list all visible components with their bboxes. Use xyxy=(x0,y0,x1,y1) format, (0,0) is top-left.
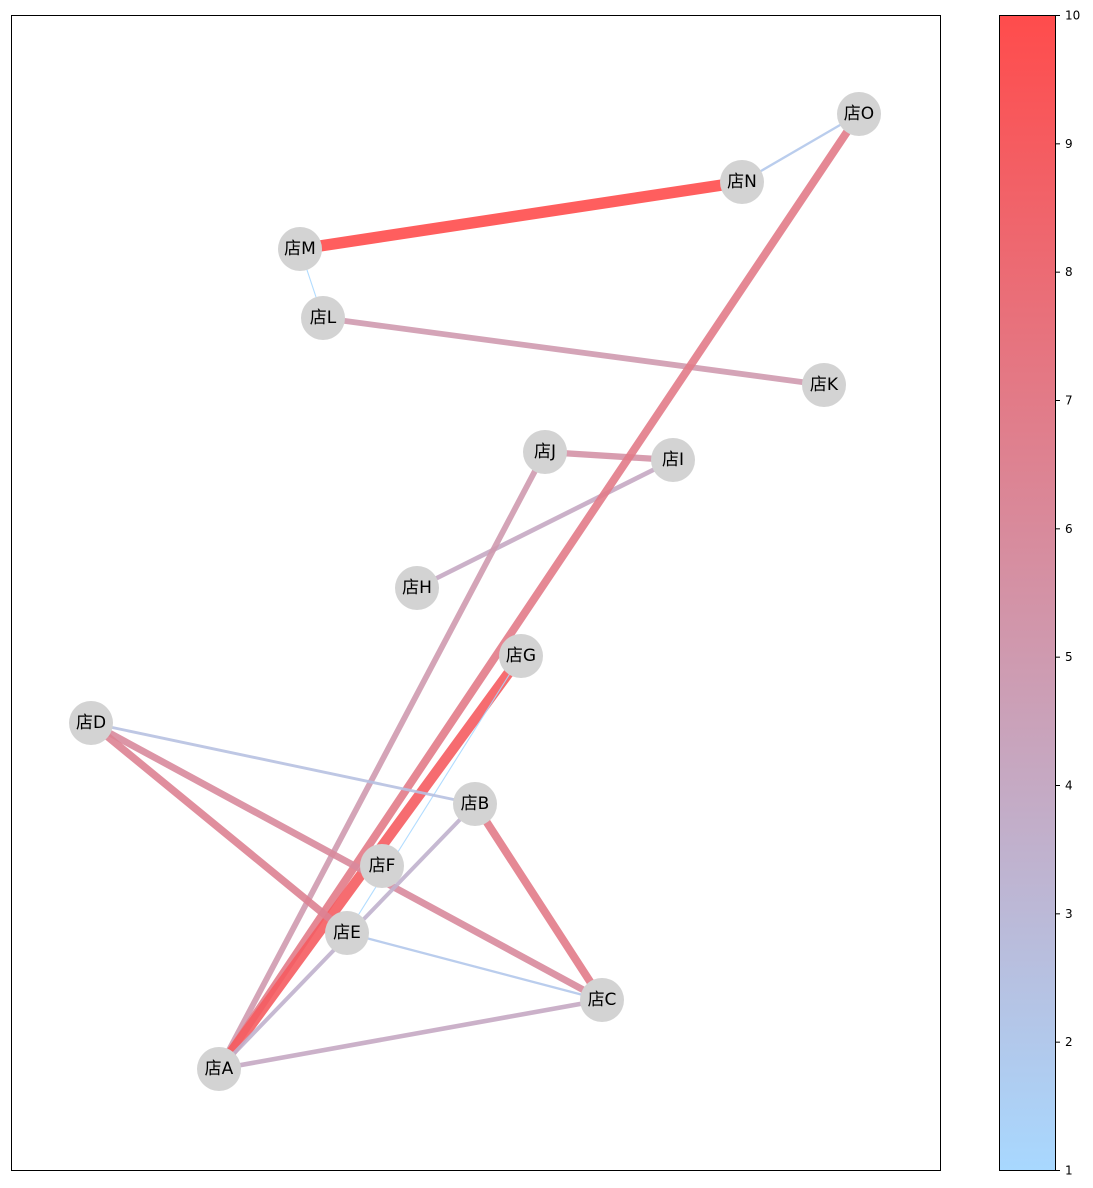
node: 店M xyxy=(278,227,322,271)
edge-店E-店C xyxy=(346,931,603,1002)
node: 店E xyxy=(325,911,369,955)
node-circle xyxy=(69,701,113,745)
node-circle xyxy=(651,438,695,482)
node: 店H xyxy=(395,566,439,610)
node-circle xyxy=(580,978,624,1022)
node-label: 店O xyxy=(844,104,874,124)
edge-店J-店A xyxy=(216,450,548,1071)
edge-店A-店C xyxy=(218,997,603,1072)
node-circle xyxy=(837,92,881,136)
colorbar-tick-label: 9 xyxy=(1065,137,1073,151)
node-circle xyxy=(278,227,322,271)
edge-店N-店O xyxy=(741,113,860,183)
node-label: 店J xyxy=(534,442,556,462)
node-label: 店E xyxy=(333,923,361,943)
edge-店I-店H xyxy=(415,457,675,591)
node-label: 店N xyxy=(727,172,757,192)
node: 店B xyxy=(453,782,497,826)
node-label: 店F xyxy=(369,856,396,876)
node-label: 店I xyxy=(662,450,684,470)
colorbar-tick-label: 1 xyxy=(1065,1164,1073,1178)
colorbar-tick-label: 7 xyxy=(1065,394,1073,408)
node-circle xyxy=(802,363,846,407)
node-label: 店A xyxy=(205,1059,234,1079)
node: 店L xyxy=(301,296,345,340)
node-circle xyxy=(197,1047,241,1091)
node-circle xyxy=(325,911,369,955)
edge-店M-店N xyxy=(299,176,743,255)
node: 店D xyxy=(69,701,113,745)
colorbar-tick-label: 5 xyxy=(1065,650,1073,664)
colorbar-tick-label: 3 xyxy=(1065,907,1073,921)
node: 店N xyxy=(720,160,764,204)
node: 店I xyxy=(651,438,695,482)
node: 店G xyxy=(499,634,543,678)
node-label: 店L xyxy=(310,308,337,328)
node: 店A xyxy=(197,1047,241,1091)
node-label: 店G xyxy=(506,646,536,666)
colorbar-tick-label: 8 xyxy=(1065,265,1073,279)
edge-店D-店E xyxy=(88,720,350,936)
nodes: 店A 店B 店C 店D 店E 店F 店G 店H 店I 店J 店K 店L 店M 店N 店O xyxy=(69,92,881,1091)
colorbar-tick-label: 2 xyxy=(1065,1035,1073,1049)
colorbar: 1 2 3 4 5 6 7 8 9 10 xyxy=(999,9,1080,1178)
node: 店C xyxy=(580,978,624,1022)
edge-店D-店C xyxy=(89,719,604,1004)
edge-店B-店C xyxy=(471,801,606,1003)
node-circle xyxy=(720,160,764,204)
node: 店K xyxy=(802,363,846,407)
node-circle xyxy=(499,634,543,678)
node-label: 店B xyxy=(461,794,490,814)
colorbar-gradient xyxy=(999,15,1056,1171)
edge-店L-店K xyxy=(322,315,825,388)
node: 店F xyxy=(360,844,404,888)
colorbar-tick-label: 4 xyxy=(1065,779,1073,793)
edge-店D-店B xyxy=(90,721,476,806)
node: 店J xyxy=(523,430,567,474)
node-label: 店M xyxy=(284,239,316,259)
node-circle xyxy=(301,296,345,340)
edge-店O-店A xyxy=(215,111,863,1072)
node-circle xyxy=(453,782,497,826)
node-label: 店D xyxy=(76,713,106,733)
node: 店O xyxy=(837,92,881,136)
node-circle xyxy=(523,430,567,474)
node-circle xyxy=(360,844,404,888)
plot-frame xyxy=(11,15,941,1171)
node-label: 店H xyxy=(402,578,432,598)
node-label: 店C xyxy=(588,990,617,1010)
colorbar-tick-label: 10 xyxy=(1065,9,1080,23)
node-circle xyxy=(395,566,439,610)
node-label: 店K xyxy=(810,375,839,395)
colorbar-tick-label: 6 xyxy=(1065,522,1073,536)
